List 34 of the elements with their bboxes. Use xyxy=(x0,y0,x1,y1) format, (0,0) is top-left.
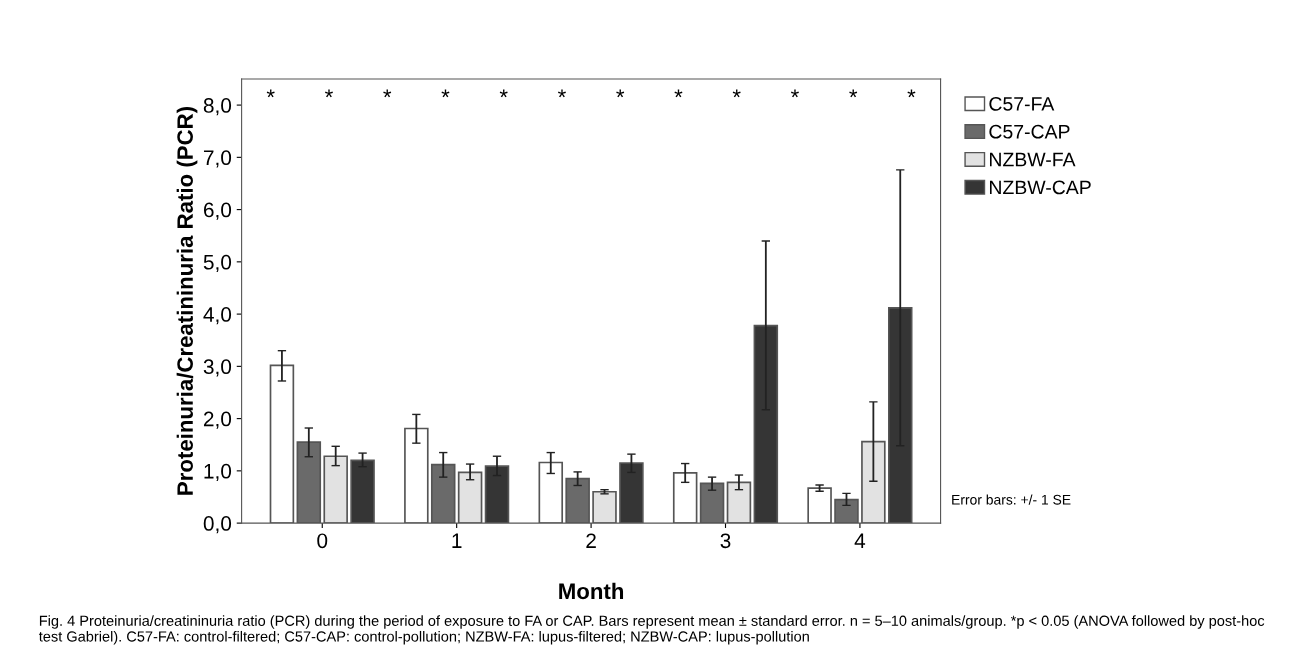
annotation: * xyxy=(674,89,683,98)
annotation: * xyxy=(558,89,566,98)
x-tick-label: 4 xyxy=(854,533,866,548)
legend-label: C57-FA xyxy=(989,96,1055,111)
x-tick-label: 0 xyxy=(317,533,328,549)
x-axis-title: Month xyxy=(559,582,624,600)
y-tick-label: 7,0 xyxy=(203,150,232,168)
annotation: * xyxy=(325,89,333,98)
y-tick-label: 6,0 xyxy=(203,202,232,220)
x-tick-label: 1 xyxy=(452,533,462,548)
legend-label: NZBW-FA xyxy=(989,152,1076,167)
y-tick-label: 8,0 xyxy=(203,98,232,116)
caption: Fig. 4 Proteinuria/creatininuria ratio (PCR) during the period of exposure to FA or CAP. Bars represent mean ± standard error. n = 5–10 animals/group. *p < 0.05 (ANOVA followed by post-hoc test Gabriel). C57-FA: control-filtered; C57-CAP: control-pollution; NZBW-FA: lupus-filtered; NZBW-CAP: lupus-pollution xyxy=(38,615,1265,645)
y-tick-label: 3,0 xyxy=(203,359,232,377)
legend-label: NZBW-CAP xyxy=(989,180,1091,195)
y-axis-title: Proteinuria/Creatininuria Ratio (PCR) xyxy=(176,107,198,495)
annotation: * xyxy=(383,89,392,98)
annotation: * xyxy=(441,89,450,98)
annotation: * xyxy=(266,89,275,98)
x-tick-label: 3 xyxy=(720,533,731,549)
y-tick-label: 2,0 xyxy=(203,411,232,429)
x-tick-label: 2 xyxy=(586,533,596,548)
y-tick-label: 4,0 xyxy=(203,307,232,325)
y-tick-label: 0,0 xyxy=(203,516,232,534)
legend-label: C57-CAP xyxy=(989,124,1070,139)
annotation: * xyxy=(732,89,741,98)
y-tick-label: 1,0 xyxy=(204,463,232,482)
annotation: * xyxy=(790,89,799,98)
annotation: * xyxy=(907,89,916,98)
annotation: * xyxy=(849,89,858,98)
text: Error bars: +/- 1 SE xyxy=(952,494,1071,505)
annotation: * xyxy=(499,89,508,98)
y-tick-label: 5,0 xyxy=(203,254,232,273)
annotation: * xyxy=(616,89,625,98)
